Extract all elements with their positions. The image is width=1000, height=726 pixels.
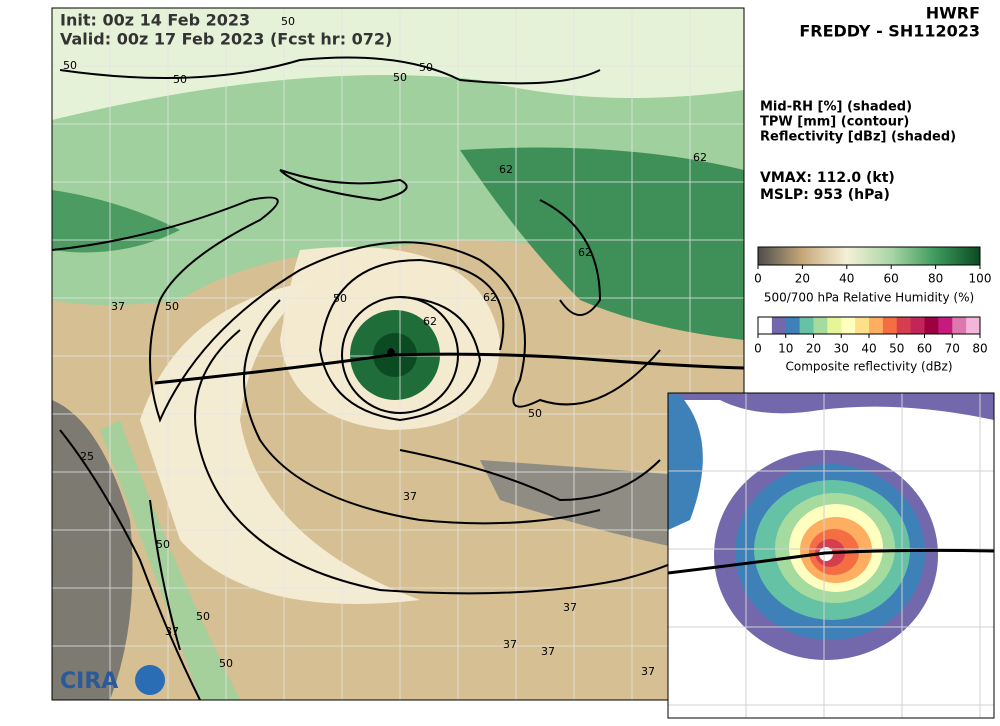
contour-label: 37 (403, 490, 417, 503)
contour-label: 37 (111, 300, 125, 313)
vmax: VMAX: 112.0 (kt) (760, 170, 895, 186)
map-frame (51, 7, 745, 701)
colorbar-tick-label: 40 (839, 272, 854, 286)
contour-label: 62 (483, 291, 497, 304)
colorbar-tick-label: 0 (754, 272, 762, 286)
colorbar-bin (785, 317, 801, 334)
colorbar-tick-label: 40 (861, 342, 876, 356)
contour-label: 50 (393, 71, 407, 84)
contour-label: 50 (156, 538, 170, 551)
contour-label: 62 (423, 315, 437, 328)
colorbar-tick-label: 30 (834, 342, 849, 356)
colorbar-bin (896, 317, 912, 334)
colorbar-bin (869, 317, 884, 334)
colorbar-bin (841, 317, 856, 334)
contour-label: 50 (419, 61, 433, 74)
contour-label: 62 (578, 246, 592, 259)
inset-frame (667, 392, 995, 719)
field-label: TPW [mm] (contour) (760, 115, 909, 130)
colorbar-tick-label: 20 (806, 342, 821, 356)
rh-map (52, 8, 744, 700)
colorbar-tick-label: 60 (917, 342, 932, 356)
colorbar-bin (924, 317, 939, 334)
colorbar-bin (827, 317, 842, 334)
field-label: Reflectivity [dBz] (shaded) (760, 130, 956, 145)
contour-label: 37 (503, 638, 517, 651)
contour-label: 37 (541, 645, 555, 658)
colorbar-bin (910, 317, 925, 334)
colorbar-tick-label: 100 (969, 272, 992, 286)
colorbar-bin (771, 317, 787, 334)
colorbar-tick-label: 0 (754, 342, 762, 356)
colorbar-label: Composite reflectivity (dBz) (785, 360, 952, 374)
contour-label: 50 (196, 610, 210, 623)
logo-icon (135, 665, 165, 695)
colorbar-tick-label: 60 (884, 272, 899, 286)
contour-label: 50 (173, 73, 187, 86)
colorbar-bin (966, 317, 981, 334)
contour-label: 37 (641, 665, 655, 678)
colorbar-tick-label: 10 (778, 342, 793, 356)
colorbar-bin (952, 317, 967, 334)
contour-label: 62 (499, 163, 513, 176)
contour-label: 50 (63, 59, 77, 72)
logo: CIRA (60, 669, 118, 694)
colorbar-bin (758, 317, 773, 334)
mslp: MSLP: 953 (hPa) (760, 187, 890, 203)
contour-label: 50 (281, 15, 295, 28)
contour-label: 50 (219, 657, 233, 670)
init-time: Init: 00z 14 Feb 2023 (60, 11, 250, 30)
colorbar-bin (813, 317, 828, 334)
contour-label: 37 (165, 625, 179, 638)
colorbar-tick-label: 20 (795, 272, 810, 286)
valid-time: Valid: 00z 17 Feb 2023 (Fcst hr: 072) (60, 30, 392, 49)
colorbar-tick-label: 80 (928, 272, 943, 286)
contour-label: 50 (528, 407, 542, 420)
storm-name: FREDDY - SH112023 (799, 22, 980, 41)
reflectivity-inset (668, 393, 994, 718)
contour-label: 50 (165, 300, 179, 313)
model-name: HWRF (926, 4, 980, 23)
contour-label: 50 (333, 292, 347, 305)
colorbar-tick-label: 80 (972, 342, 987, 356)
colorbar-tick-label: 50 (889, 342, 904, 356)
field-label: Mid-RH [%] (shaded) (760, 100, 912, 115)
colorbar-bin (882, 317, 898, 334)
contour-label: 37 (563, 601, 577, 614)
colorbar-bin (855, 317, 870, 334)
contour-label: 62 (693, 151, 707, 164)
colorbar (757, 246, 981, 266)
colorbar-bin (799, 317, 814, 334)
colorbar-bin (938, 317, 953, 334)
contour-label: 25 (80, 450, 94, 463)
colorbar-tick-label: 70 (945, 342, 960, 356)
colorbar-label: 500/700 hPa Relative Humidity (%) (764, 291, 974, 305)
